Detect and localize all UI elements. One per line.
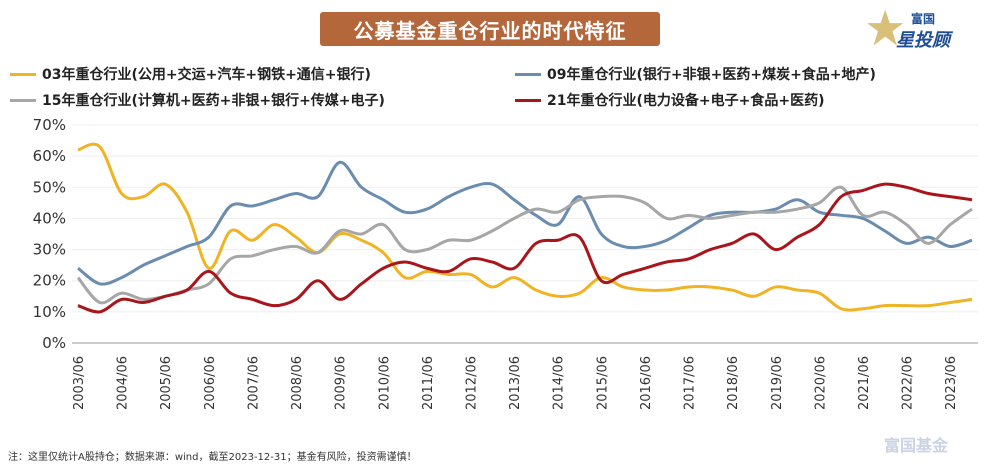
legend-swatch-09 — [515, 72, 541, 76]
chart-title: 公募基金重仓行业的时代特征 — [320, 12, 660, 46]
x-tick-label: 2014/06 — [552, 356, 567, 410]
legend-label-21: 21年重仓行业(电力设备+电子+食品+医药) — [547, 93, 825, 109]
legend-swatch-03 — [10, 72, 36, 76]
star-icon — [867, 9, 904, 46]
fullgoal-watermark: 富国基金 — [884, 436, 949, 455]
legend-item-15: 15年重仓行业(计算机+医药+非银+银行+传媒+电子) — [10, 90, 385, 110]
chart-legend: 03年重仓行业(公用+交运+汽车+钢铁+通信+银行) 09年重仓行业(银行+非银… — [0, 62, 993, 114]
x-tick-label: 2009/06 — [334, 356, 349, 410]
series-line-21 — [77, 182, 973, 314]
footer-note: 注：这里仅统计A股持仓；数据来源：wind，截至2023-12-31；基金有风险… — [8, 452, 417, 463]
legend-label-03: 03年重仓行业(公用+交运+汽车+钢铁+通信+银行) — [42, 67, 371, 83]
x-tick-label: 2006/06 — [203, 356, 218, 410]
x-tick-label: 2020/06 — [813, 356, 828, 410]
y-tick-label: 40% — [33, 209, 66, 227]
x-tick-label: 2018/06 — [726, 356, 741, 410]
logo-main-text: 星投顾 — [896, 30, 954, 51]
series-line-15 — [76, 185, 973, 305]
legend-item-09: 09年重仓行业(银行+非银+医药+煤炭+食品+地产) — [515, 64, 876, 84]
y-tick-label: 10% — [33, 303, 66, 321]
x-tick-label: 2005/06 — [159, 356, 174, 410]
legend-swatch-21 — [515, 98, 541, 102]
series-line-03 — [77, 142, 973, 312]
x-tick-label: 2011/06 — [421, 356, 436, 410]
legend-label-09: 09年重仓行业(银行+非银+医药+煤炭+食品+地产) — [547, 67, 876, 83]
legend-swatch-15 — [10, 98, 36, 102]
x-tick-label: 2010/06 — [377, 356, 392, 410]
x-tick-label: 2023/06 — [944, 356, 959, 410]
x-tick-label: 2012/06 — [464, 356, 479, 410]
fullgoal-logo: 富国 星投顾 — [867, 9, 954, 51]
x-tick-label: 2019/06 — [770, 356, 785, 410]
x-tick-label: 2007/06 — [246, 356, 261, 410]
legend-label-15: 15年重仓行业(计算机+医药+非银+银行+传媒+电子) — [42, 93, 385, 109]
x-tick-label: 2015/06 — [595, 356, 610, 410]
x-tick-label: 2021/06 — [857, 356, 872, 410]
x-tick-label: 2017/06 — [683, 356, 698, 410]
y-tick-label: 50% — [33, 178, 66, 196]
legend-item-03: 03年重仓行业(公用+交运+汽车+钢铁+通信+银行) — [10, 64, 371, 84]
watermark-text: 富国基金 — [884, 436, 949, 455]
chart-title-text: 公募基金重仓行业的时代特征 — [353, 18, 627, 43]
x-tick-label: 2004/06 — [116, 356, 131, 410]
x-tick-label: 2013/06 — [508, 356, 523, 410]
x-tick-label: 2016/06 — [639, 356, 654, 410]
legend-item-21: 21年重仓行业(电力设备+电子+食品+医药) — [515, 90, 824, 110]
x-tick-label: 2022/06 — [901, 356, 916, 410]
y-tick-label: 60% — [33, 147, 66, 165]
y-tick-label: 30% — [33, 241, 66, 259]
y-tick-label: 20% — [33, 272, 66, 290]
y-tick-label: 0% — [42, 334, 66, 352]
y-tick-label: 70% — [33, 116, 66, 134]
x-tick-label: 2003/06 — [72, 356, 87, 410]
series-line-09 — [77, 160, 973, 286]
logo-top-text: 富国 — [911, 11, 935, 26]
x-tick-label: 2008/06 — [290, 356, 305, 410]
